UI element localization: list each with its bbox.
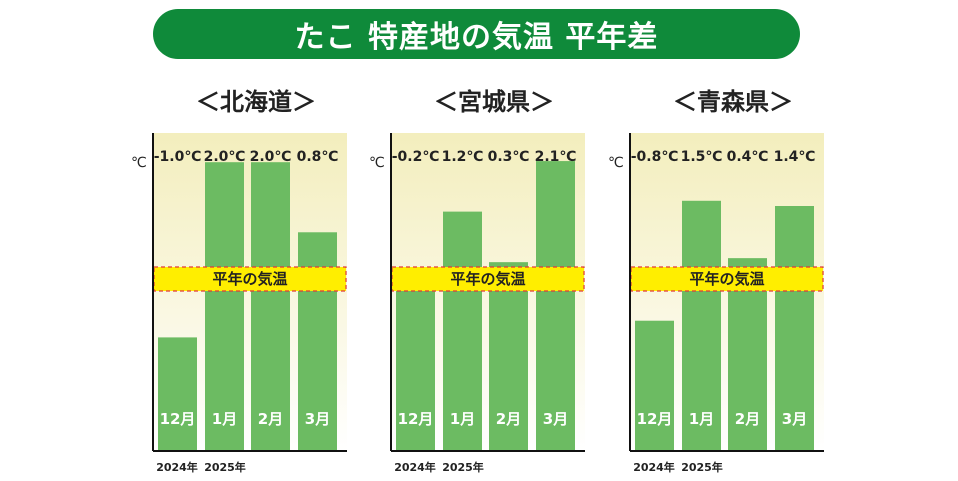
data-label: 2.1℃ xyxy=(535,149,577,165)
category-label: 12月 xyxy=(637,410,673,428)
chart-svg: 平年の気温 ℃ -0.2℃ 1.2℃ 0.3℃ 2.1℃ 12月 1月 2月 3月 2024年 202… xyxy=(369,133,585,474)
chart-panel-hokkaido: ＜北海道＞ 平年の気温 ℃ -1.0℃ 2.0℃ 2.0℃ 0.8℃ 12月 1月 2月 3月 20… xyxy=(131,82,366,480)
data-label: -0.8℃ xyxy=(631,149,679,165)
year-label: 2025年 xyxy=(204,460,246,474)
data-label: 0.4℃ xyxy=(727,149,769,165)
bar xyxy=(489,262,528,451)
chart-title: ＜青森県＞ xyxy=(673,88,793,116)
data-label: 1.2℃ xyxy=(442,149,484,165)
data-label: 0.8℃ xyxy=(297,149,339,165)
data-label: 2.0℃ xyxy=(204,149,246,165)
data-label: -1.0℃ xyxy=(154,149,202,165)
bar xyxy=(536,161,575,452)
category-label: 2月 xyxy=(496,410,521,428)
bar xyxy=(396,290,435,451)
normal-band-label: 平年の気温 xyxy=(212,270,287,288)
bar xyxy=(682,200,721,451)
category-label: 2月 xyxy=(258,410,283,428)
page-title: たこ 特産地の気温 平年差 xyxy=(294,20,659,55)
category-label: 12月 xyxy=(160,410,196,428)
bar xyxy=(205,162,244,451)
normal-band xyxy=(153,266,347,292)
category-label: 3月 xyxy=(305,410,330,428)
category-label: 1月 xyxy=(212,410,237,428)
chart-svg: 平年の気温 ℃ -0.8℃ 1.5℃ 0.4℃ 1.4℃ 12月 1月 2月 3月 2024年 202… xyxy=(608,133,824,474)
title-banner: たこ 特産地の気温 平年差 xyxy=(153,9,800,59)
y-unit-label: ℃ xyxy=(131,155,147,171)
chart-title: ＜宮城県＞ xyxy=(434,88,554,116)
category-label: 1月 xyxy=(450,410,475,428)
data-label: 1.5℃ xyxy=(681,149,723,165)
normal-band-label: 平年の気温 xyxy=(689,270,764,288)
chart-panel-aomori: ＜青森県＞ 平年の気温 ℃ -0.8℃ 1.5℃ 0.4℃ 1.4℃ 12月 1月 2月 3月 20… xyxy=(608,82,843,480)
bar xyxy=(158,337,197,451)
chart-title: ＜北海道＞ xyxy=(196,88,316,116)
category-label: 1月 xyxy=(689,410,714,428)
y-unit-label: ℃ xyxy=(608,155,624,171)
bar xyxy=(251,162,290,451)
bar xyxy=(443,211,482,451)
year-label: 2025年 xyxy=(681,460,723,474)
normal-band xyxy=(391,266,585,292)
category-label: 2月 xyxy=(735,410,760,428)
year-label: 2024年 xyxy=(394,460,436,474)
normal-band xyxy=(630,266,824,292)
bar xyxy=(775,206,814,451)
category-label: 3月 xyxy=(543,410,568,428)
data-label: 1.4℃ xyxy=(774,149,816,165)
data-label: -0.2℃ xyxy=(392,149,440,165)
year-label: 2024年 xyxy=(633,460,675,474)
category-label: 12月 xyxy=(398,410,434,428)
year-label: 2024年 xyxy=(156,460,198,474)
y-unit-label: ℃ xyxy=(369,155,385,171)
chart-panel-miyagi: ＜宮城県＞ 平年の気温 ℃ -0.2℃ 1.2℃ 0.3℃ 2.1℃ 12月 1月 2月 3月 20… xyxy=(369,82,604,480)
bar xyxy=(635,320,674,451)
year-label: 2025年 xyxy=(442,460,484,474)
data-label: 0.3℃ xyxy=(488,149,530,165)
category-label: 3月 xyxy=(782,410,807,428)
normal-band-label: 平年の気温 xyxy=(450,270,525,288)
data-label: 2.0℃ xyxy=(250,149,292,165)
